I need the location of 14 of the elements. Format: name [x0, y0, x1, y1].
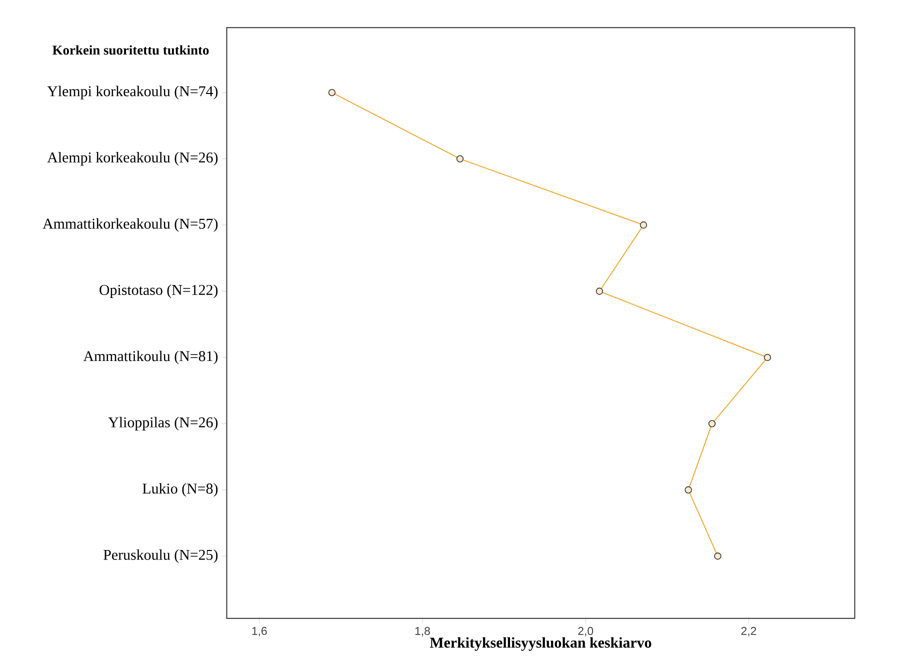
y-tick-label: Ylempi korkeakoulu (N=74) — [47, 86, 218, 100]
y-tick-label: Lukio (N=8) — [142, 483, 218, 497]
y-tick-label: Peruskoulu (N=25) — [104, 549, 218, 563]
y-tick-label: Ylioppilas (N=26) — [108, 416, 218, 430]
y-tick-label: Ammattikorkeakoulu (N=57) — [42, 218, 218, 232]
y-tick-label: Ammattikoulu (N=81) — [83, 350, 218, 364]
x-tick-label: 1,8 — [415, 626, 430, 636]
x-tick-label: 2,0 — [578, 626, 594, 636]
x-tick-label: 2,2 — [741, 626, 756, 636]
y-tick-label: Opistotaso (N=122) — [100, 284, 218, 298]
x-tick-label: 1,6 — [252, 626, 267, 636]
y-axis-title: Korkein suoritettu tutkinto — [52, 45, 209, 55]
y-tick-label: Alempi korkeakoulu (N=26) — [47, 152, 218, 166]
x-axis-title: Merkityksellisyysluokan keskiarvo — [430, 637, 652, 651]
